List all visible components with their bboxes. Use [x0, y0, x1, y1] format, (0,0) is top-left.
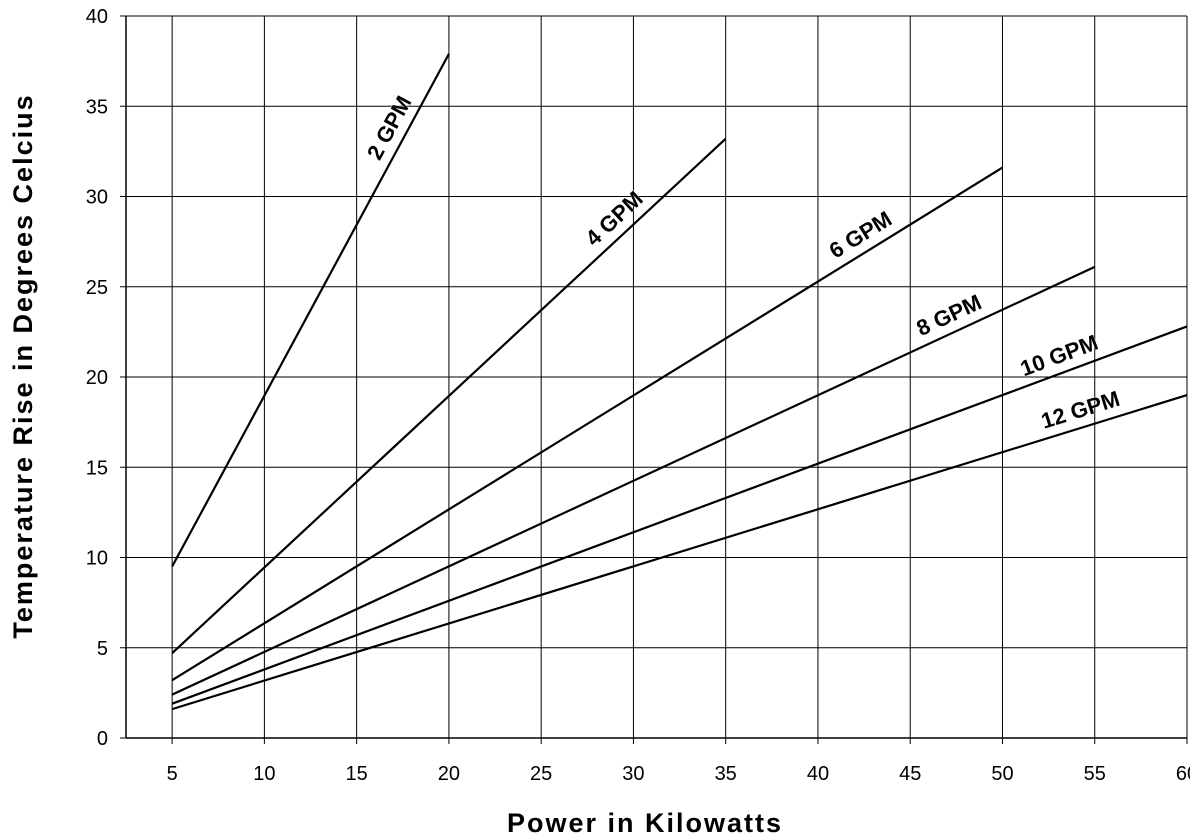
- y-tick-label: 15: [86, 457, 108, 479]
- x-tick-label: 35: [715, 763, 737, 785]
- y-tick-label: 0: [97, 728, 108, 750]
- series-line: [171, 166, 1004, 682]
- x-tick-label: 15: [346, 763, 368, 785]
- series-label: 8 GPM: [913, 289, 986, 340]
- y-axis-title: Temperature Rise in Degrees Celcius: [8, 93, 38, 638]
- series-line: [171, 393, 1188, 711]
- y-tick-label: 40: [86, 6, 108, 28]
- x-tick-label: 30: [622, 763, 644, 785]
- series-line: [171, 325, 1188, 705]
- y-tick-label: 20: [86, 367, 108, 389]
- series-line: [171, 53, 450, 568]
- series-line: [171, 265, 1096, 696]
- series-label: 12 GPM: [1038, 386, 1122, 434]
- x-tick-label: 10: [253, 763, 275, 785]
- series-line: [171, 137, 727, 654]
- y-tick-label: 25: [86, 277, 108, 299]
- x-axis-title: Power in Kilowatts: [507, 808, 783, 838]
- x-tick-label: 25: [530, 763, 552, 785]
- y-tick-label: 30: [86, 187, 108, 209]
- series-lines: [171, 53, 1188, 711]
- y-tick-label: 35: [86, 96, 108, 118]
- axes: [125, 16, 1187, 739]
- y-tick-label: 10: [86, 548, 108, 570]
- tick-labels: 0 5 10 15 20 25 30 35 40 5 10 15 20 25 30 35 40 45 50 55 60: [86, 6, 1190, 785]
- x-tick-label: 55: [1084, 763, 1106, 785]
- x-tick-label: 50: [991, 763, 1013, 785]
- x-tick-label: 20: [438, 763, 460, 785]
- y-tick-label: 5: [97, 638, 108, 660]
- x-tick-label: 60: [1176, 763, 1190, 785]
- grid: [120, 15, 1188, 744]
- x-tick-label: 5: [167, 763, 178, 785]
- x-tick-label: 45: [899, 763, 921, 785]
- x-tick-label: 40: [807, 763, 829, 785]
